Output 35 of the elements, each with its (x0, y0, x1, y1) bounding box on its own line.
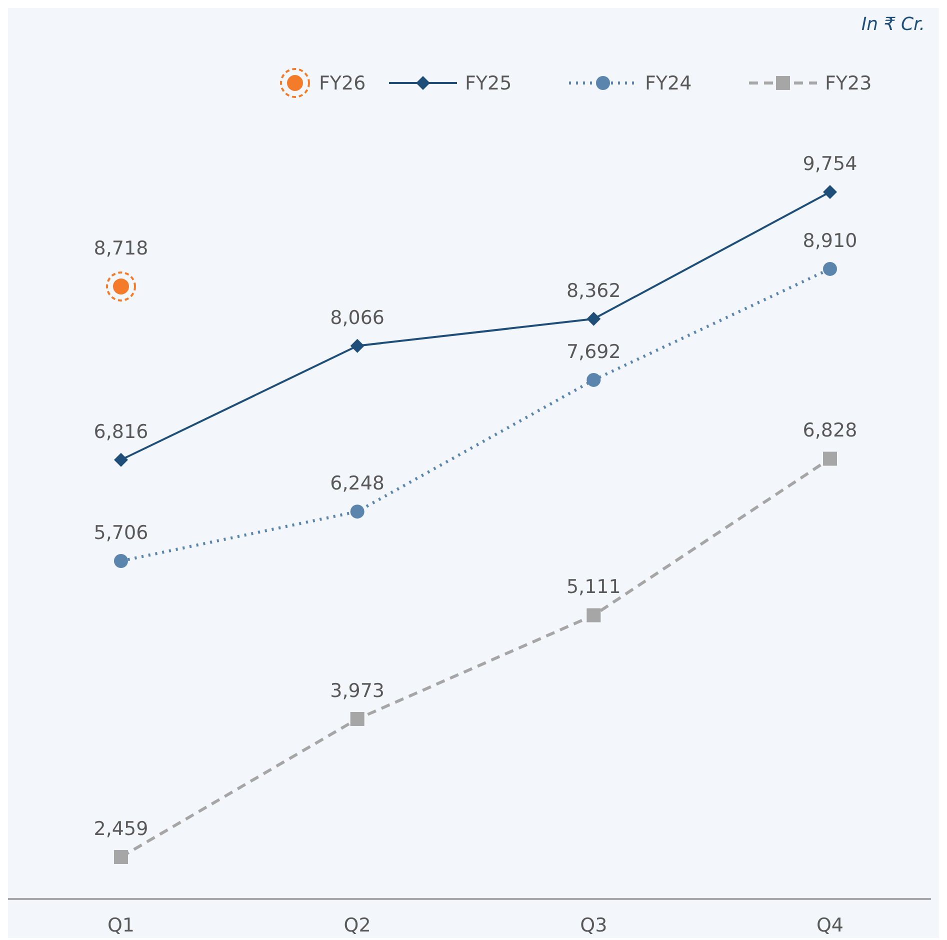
data-label: 5,706 (94, 522, 148, 544)
legend-label: FY23 (825, 72, 872, 95)
data-label: 3,973 (330, 680, 385, 702)
point (823, 185, 837, 199)
legend-label: FY26 (319, 72, 366, 95)
data-label: 5,111 (566, 576, 621, 598)
data-label: 6,248 (330, 472, 385, 495)
data-label: 8,718 (94, 237, 148, 260)
point (114, 850, 128, 864)
x-tick-label: Q4 (816, 914, 844, 937)
point (823, 452, 837, 466)
x-tick-label: Q2 (344, 914, 371, 937)
data-label: 7,692 (566, 340, 621, 363)
point (823, 262, 837, 276)
point (350, 338, 364, 353)
legend-label: FY25 (465, 72, 512, 95)
point (586, 372, 601, 387)
point (586, 608, 601, 622)
point (350, 504, 364, 519)
data-label: 8,066 (330, 306, 385, 329)
data-label: 6,816 (94, 420, 148, 443)
data-label: 2,459 (94, 818, 148, 840)
data-label: 8,910 (802, 230, 858, 252)
point (350, 712, 364, 726)
point (114, 452, 128, 467)
data-label: 6,828 (802, 420, 858, 442)
legend-label: FY24 (645, 72, 692, 95)
point (106, 271, 136, 302)
x-tick-label: Q1 (107, 914, 135, 937)
point (586, 312, 601, 326)
data-label: 9,754 (802, 153, 858, 175)
point (114, 554, 128, 568)
data-label: 8,362 (566, 280, 621, 302)
text: In ₹ Cr. (861, 14, 925, 35)
x-tick-label: Q3 (580, 914, 608, 937)
